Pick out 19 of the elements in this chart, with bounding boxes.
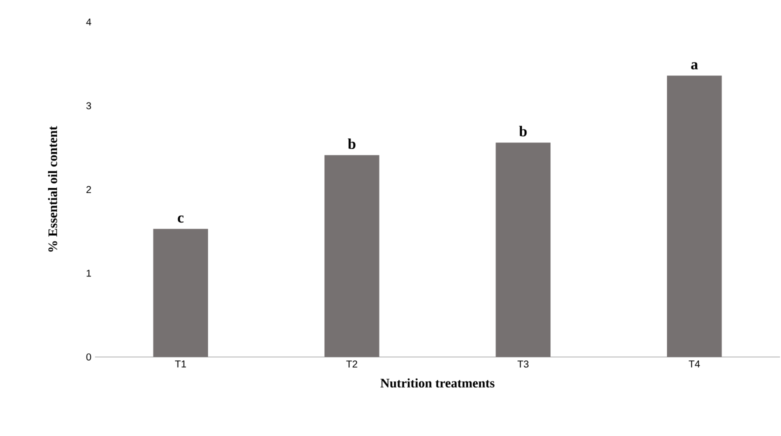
y-axis-title: % Essential oil content <box>48 126 58 252</box>
bar <box>324 155 380 357</box>
y-tick-label: 1 <box>86 270 91 277</box>
x-tick-label: T2 <box>346 360 358 368</box>
bar <box>496 142 551 357</box>
annotation: b <box>348 138 356 149</box>
y-tick-label: 2 <box>86 186 91 193</box>
y-tick-label: 3 <box>86 102 92 110</box>
x-tick-label: T3 <box>518 360 529 368</box>
annotation: b <box>519 126 527 136</box>
bar <box>666 76 722 357</box>
annotation: a <box>691 62 698 70</box>
y-tick-label: 4 <box>86 18 92 26</box>
x-tick-label: T1 <box>175 360 186 368</box>
annotation: c <box>178 216 184 223</box>
x-tick-label: T4 <box>688 360 700 368</box>
y-tick-label: 0 <box>86 353 92 361</box>
bar <box>153 228 208 357</box>
x-axis-title: Nutrition treatments <box>380 378 494 388</box>
